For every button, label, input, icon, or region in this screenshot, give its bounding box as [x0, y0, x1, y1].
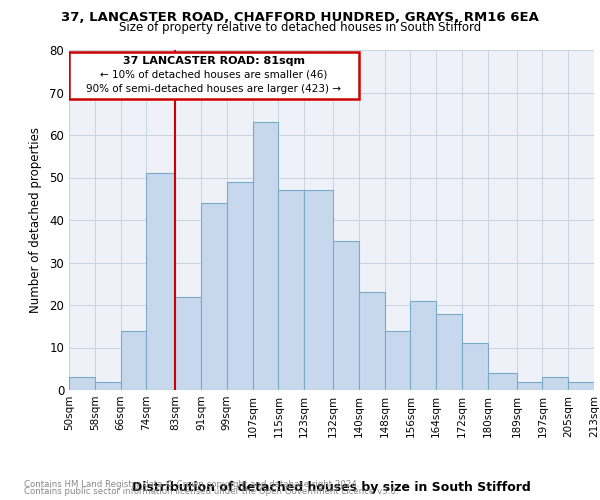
Text: Size of property relative to detached houses in South Stifford: Size of property relative to detached ho…: [119, 22, 481, 35]
Bar: [517, 382, 542, 390]
Bar: [227, 182, 253, 390]
X-axis label: Distribution of detached houses by size in South Stifford: Distribution of detached houses by size …: [132, 482, 531, 494]
Bar: [410, 300, 436, 390]
Bar: [488, 373, 517, 390]
Bar: [201, 203, 227, 390]
Bar: [385, 330, 410, 390]
Bar: [278, 190, 304, 390]
Bar: [462, 343, 488, 390]
Y-axis label: Number of detached properties: Number of detached properties: [29, 127, 43, 313]
Text: ← 10% of detached houses are smaller (46): ← 10% of detached houses are smaller (46…: [100, 70, 328, 80]
Bar: [69, 377, 95, 390]
FancyBboxPatch shape: [69, 52, 359, 99]
Text: 37 LANCASTER ROAD: 81sqm: 37 LANCASTER ROAD: 81sqm: [123, 56, 305, 66]
Bar: [146, 174, 175, 390]
Bar: [121, 330, 146, 390]
Bar: [333, 242, 359, 390]
Bar: [436, 314, 462, 390]
Bar: [175, 296, 201, 390]
Text: Contains public sector information licensed under the Open Government Licence v3: Contains public sector information licen…: [24, 487, 398, 496]
Bar: [568, 382, 594, 390]
Bar: [304, 190, 333, 390]
Bar: [253, 122, 278, 390]
Text: 90% of semi-detached houses are larger (423) →: 90% of semi-detached houses are larger (…: [86, 84, 341, 94]
Bar: [359, 292, 385, 390]
Text: 37, LANCASTER ROAD, CHAFFORD HUNDRED, GRAYS, RM16 6EA: 37, LANCASTER ROAD, CHAFFORD HUNDRED, GR…: [61, 11, 539, 24]
Text: Contains HM Land Registry data © Crown copyright and database right 2024.: Contains HM Land Registry data © Crown c…: [24, 480, 359, 489]
Bar: [542, 377, 568, 390]
Bar: [95, 382, 121, 390]
